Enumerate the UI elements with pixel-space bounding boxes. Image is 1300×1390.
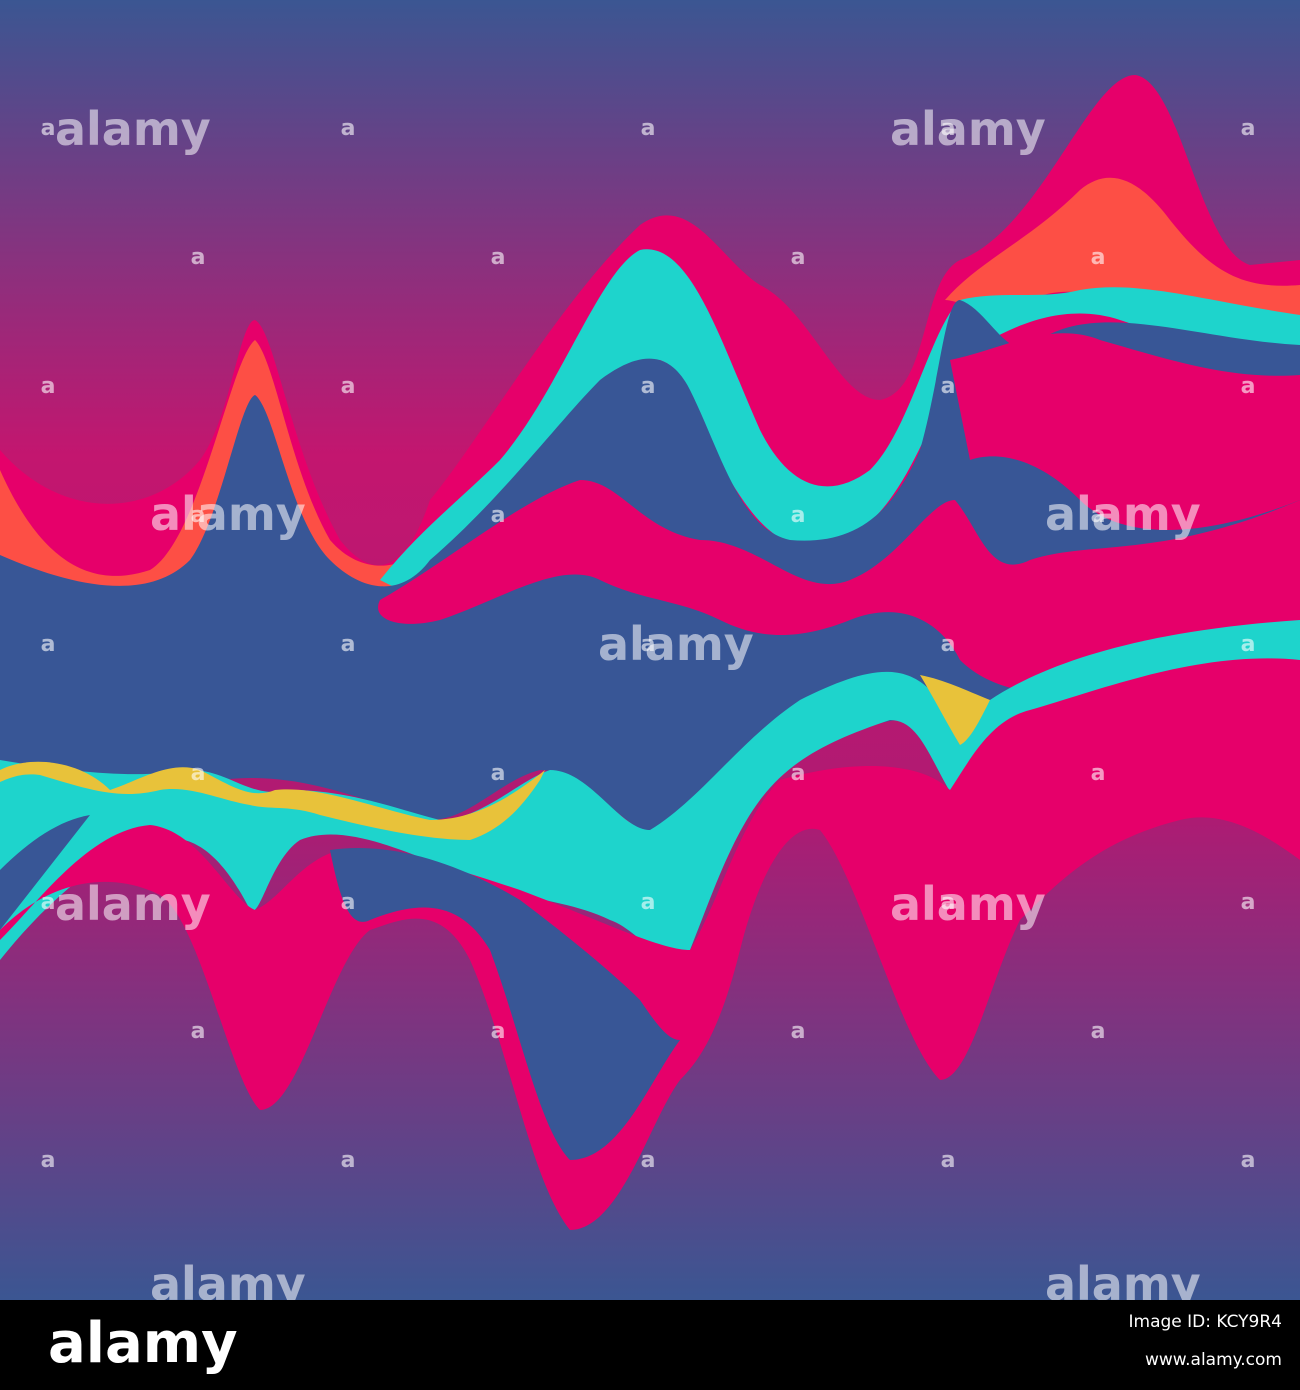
watermark-mark: a xyxy=(41,890,56,915)
watermark-mark: a xyxy=(341,890,356,915)
watermark-mark: a xyxy=(341,374,356,399)
watermark-mark: a xyxy=(41,374,56,399)
watermark-mark: a xyxy=(1091,761,1106,786)
watermark-mark: a xyxy=(1091,245,1106,270)
watermark-mark: a xyxy=(641,632,656,657)
wave-cyan-lower xyxy=(0,620,1300,960)
watermark-mark: a xyxy=(191,245,206,270)
watermark-mark: a xyxy=(1091,1019,1106,1044)
wave-pink-lower xyxy=(0,658,1300,1230)
wave-yellow xyxy=(0,761,545,840)
watermark-mark: a xyxy=(641,890,656,915)
watermark-mark: a xyxy=(41,1148,56,1173)
watermark-mark: a xyxy=(941,116,956,141)
watermark-mark: a xyxy=(191,761,206,786)
watermark-mark: a xyxy=(1241,890,1256,915)
footer-url: www.alamy.com xyxy=(1145,1350,1282,1370)
watermark-text: alamy xyxy=(598,617,754,671)
watermark-mark: a xyxy=(341,116,356,141)
watermark-mark: a xyxy=(641,116,656,141)
watermark-mark: a xyxy=(341,1148,356,1173)
watermark-text: alamy xyxy=(890,102,1046,156)
watermark-text: alamy xyxy=(1045,487,1201,541)
watermark-mark: a xyxy=(341,632,356,657)
watermark-mark: a xyxy=(1241,116,1256,141)
wave-pink-ribbon xyxy=(378,480,1300,693)
watermark-mark: a xyxy=(641,1148,656,1173)
watermark-mark: a xyxy=(941,890,956,915)
wave-cyan-upper xyxy=(380,249,1300,591)
watermark-mark: a xyxy=(791,503,806,528)
watermark-text: alamy xyxy=(55,102,211,156)
footer-logo: alamy xyxy=(48,1311,238,1376)
watermark-mark: a xyxy=(941,632,956,657)
wave-yellow-right xyxy=(920,675,990,745)
watermark-mark: a xyxy=(941,374,956,399)
watermark-mark: a xyxy=(941,1148,956,1173)
watermark-mark: a xyxy=(791,1019,806,1044)
watermark-mark: a xyxy=(41,116,56,141)
wave-blue-lower-left xyxy=(0,815,90,930)
watermark-mark: a xyxy=(791,761,806,786)
wave-pink-right xyxy=(950,333,1300,530)
watermark-mark: a xyxy=(1241,374,1256,399)
watermark-mark: a xyxy=(641,374,656,399)
watermark-text: alamy xyxy=(55,877,211,931)
watermark-mark: a xyxy=(491,761,506,786)
watermark-mark: a xyxy=(791,245,806,270)
footer-bar xyxy=(0,1300,1300,1390)
wave-orange-right xyxy=(945,177,1300,332)
watermark-mark: a xyxy=(191,1019,206,1044)
watermark-text: alamy xyxy=(150,487,306,541)
wave-orange xyxy=(0,340,420,607)
watermark-mark: a xyxy=(491,1019,506,1044)
watermark-mark: a xyxy=(1091,503,1106,528)
watermark-mark: a xyxy=(491,245,506,270)
wave-blue-lower xyxy=(330,848,680,1160)
image-id: Image ID: KCY9R4 xyxy=(1129,1312,1283,1332)
watermark-text: alamy xyxy=(890,877,1046,931)
watermark-mark: a xyxy=(491,503,506,528)
watermark-mark: a xyxy=(1241,632,1256,657)
watermark-mark: a xyxy=(41,632,56,657)
watermark-mark: a xyxy=(191,503,206,528)
watermark-mark: a xyxy=(1241,1148,1256,1173)
